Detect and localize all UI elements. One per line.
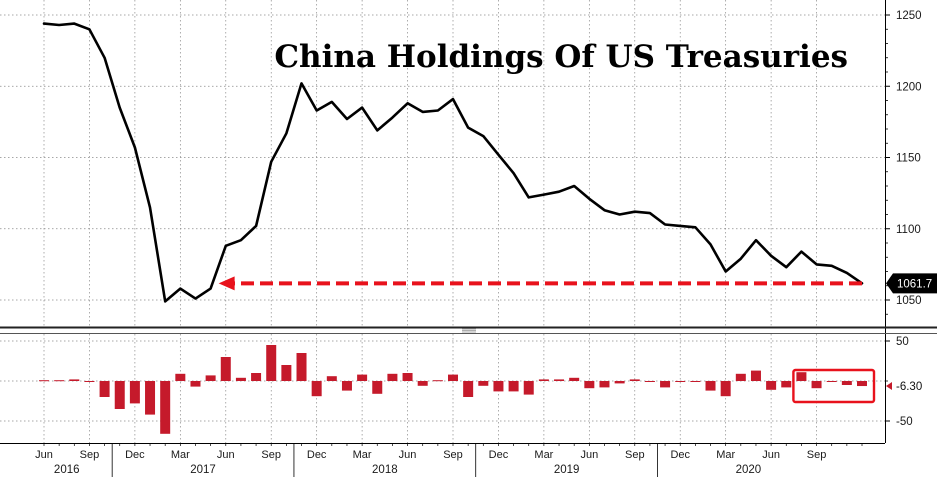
bar	[569, 377, 580, 381]
bar	[326, 376, 337, 381]
bar	[841, 381, 852, 385]
bar	[599, 381, 610, 388]
bar	[735, 373, 746, 381]
annotation-layer: 1061.7 -6.30	[218, 273, 937, 404]
bar	[675, 381, 686, 382]
bar	[523, 381, 534, 395]
bar	[538, 379, 549, 381]
bar	[114, 381, 125, 409]
bar	[705, 381, 716, 391]
bar	[432, 380, 443, 382]
y-tick-label: 1200	[896, 81, 922, 93]
x-year-label: 2019	[554, 464, 580, 476]
bar	[796, 372, 807, 381]
last-value-badge	[886, 273, 937, 294]
bar	[614, 381, 625, 384]
bar	[69, 379, 80, 381]
x-year-label: 2017	[190, 464, 216, 476]
y-tick-label: 1050	[896, 295, 922, 307]
bar	[750, 370, 761, 381]
bar	[417, 381, 428, 386]
x-month-label: Mar	[353, 449, 372, 461]
bar	[311, 381, 322, 397]
bar	[39, 380, 49, 382]
x-month-label: Jun	[762, 449, 780, 461]
bar	[372, 381, 383, 394]
bar	[387, 373, 398, 381]
series-line-holdings	[42, 22, 864, 303]
x-month-label: Mar	[716, 449, 735, 461]
x-month-label: Sep	[80, 449, 100, 461]
bar	[554, 379, 565, 381]
bar	[145, 381, 156, 415]
highlight-box	[792, 368, 876, 404]
x-year-label: 2018	[372, 464, 398, 476]
x-year-label: 2016	[54, 464, 80, 476]
x-month-label: Dec	[307, 449, 327, 461]
y-tick-label: 50	[896, 336, 909, 348]
bar	[235, 377, 246, 381]
bar	[402, 373, 413, 381]
bar	[129, 381, 140, 404]
bar	[508, 381, 519, 392]
bar	[584, 381, 595, 389]
y-tick-label: 1150	[896, 153, 921, 165]
bar	[629, 379, 640, 381]
bar	[448, 374, 458, 381]
line-layer	[42, 22, 864, 303]
bar	[99, 381, 110, 397]
x-month-label: Dec	[125, 449, 145, 461]
last-change-pointer	[886, 382, 892, 391]
x-month-label: Sep	[625, 449, 645, 461]
bar	[690, 381, 701, 382]
y-tick-label: 1100	[896, 224, 921, 236]
x-month-label: Dec	[670, 449, 690, 461]
x-month-label: Dec	[489, 449, 509, 461]
bar	[478, 381, 489, 386]
bar	[84, 381, 95, 382]
bar	[281, 365, 292, 381]
bars-layer	[39, 345, 867, 434]
bar	[251, 373, 262, 381]
bar	[341, 381, 352, 391]
x-month-label: Mar	[171, 449, 190, 461]
bar	[220, 357, 231, 381]
bar	[826, 381, 837, 382]
x-month-label: Jun	[217, 449, 235, 461]
bar	[766, 381, 777, 390]
dashed-arrow-head	[218, 276, 235, 291]
bar	[781, 381, 792, 388]
bar	[160, 381, 171, 434]
x-year-label: 2020	[736, 464, 762, 476]
bar	[720, 381, 731, 397]
bar	[190, 381, 201, 387]
x-month-label: Sep	[261, 449, 281, 461]
bar	[357, 374, 368, 381]
last-change-label: -6.30	[896, 381, 922, 393]
x-month-label: Jun	[35, 449, 53, 461]
y-tick-label: -50	[896, 416, 913, 428]
x-month-label: Sep	[443, 449, 463, 461]
bar	[811, 381, 822, 389]
y-tick-label: 1250	[896, 10, 922, 22]
bar	[54, 380, 65, 382]
x-month-label: Jun	[399, 449, 417, 461]
bar	[660, 381, 671, 388]
x-month-label: Mar	[534, 449, 553, 461]
bar	[463, 381, 474, 397]
bar	[857, 381, 867, 387]
bar	[266, 345, 277, 381]
bar	[175, 373, 186, 381]
last-value-label: 1061.7	[897, 278, 932, 290]
bar	[644, 381, 655, 382]
x-month-label: Jun	[580, 449, 598, 461]
bar	[205, 375, 216, 381]
bar	[493, 381, 504, 392]
bar	[296, 353, 307, 381]
x-month-label: Sep	[807, 449, 827, 461]
chart-title: China Holdings Of US Treasuries	[274, 39, 848, 75]
